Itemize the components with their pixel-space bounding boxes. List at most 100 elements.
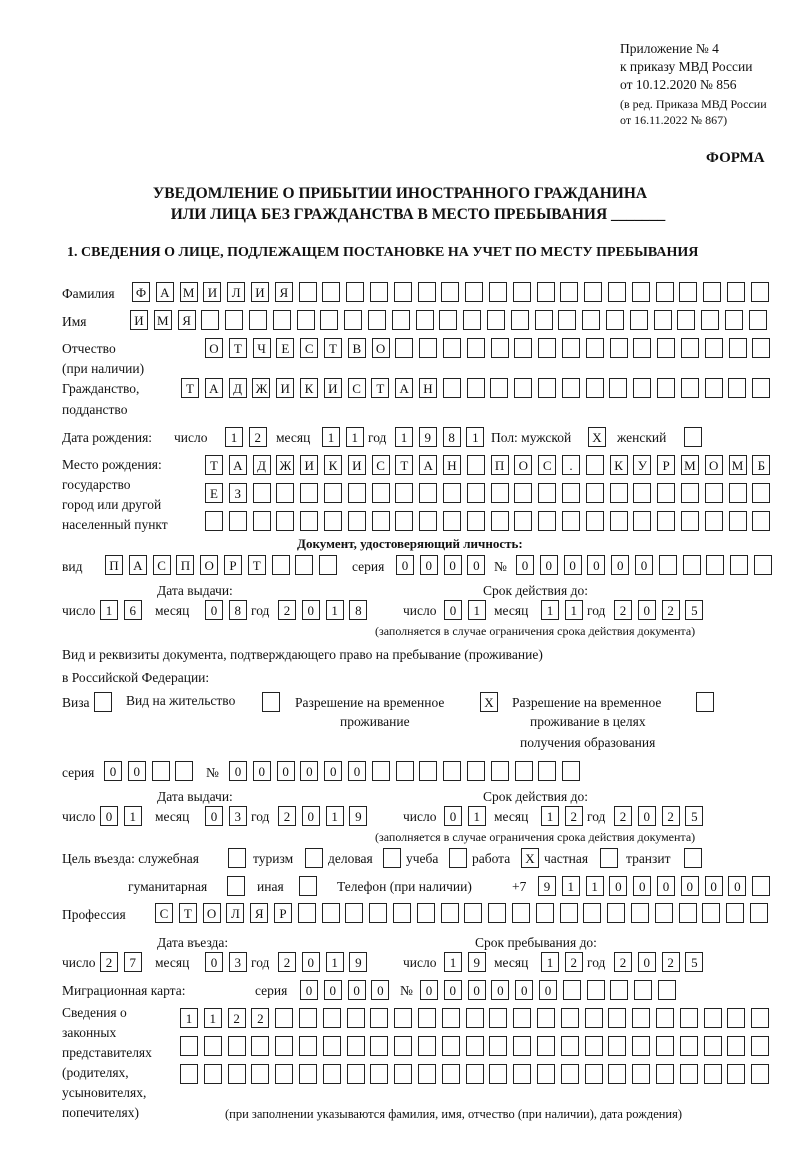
char-cell[interactable] (490, 483, 509, 503)
char-cell[interactable]: 0 (443, 980, 462, 1000)
char-cell[interactable] (175, 761, 194, 781)
char-cell[interactable] (534, 310, 553, 330)
char-cell[interactable] (419, 761, 438, 781)
char-cell[interactable]: 0 (656, 876, 675, 896)
char-cell[interactable]: А (395, 378, 414, 398)
char-cell[interactable] (465, 282, 484, 302)
char-cell[interactable] (749, 903, 768, 923)
char-cell[interactable] (369, 903, 388, 923)
char-cell[interactable] (536, 1008, 555, 1028)
char-cell[interactable]: Т (247, 555, 266, 575)
char-cell[interactable]: К (609, 455, 628, 475)
char-cell[interactable]: Т (181, 378, 199, 398)
char-cell[interactable] (298, 282, 317, 302)
char-cell[interactable] (701, 310, 720, 330)
char-cell[interactable] (680, 338, 699, 358)
char-cell[interactable]: 1 (345, 427, 364, 447)
char-cell[interactable]: П (176, 555, 195, 575)
char-cell[interactable] (466, 511, 485, 531)
char-cell[interactable]: 9 (349, 952, 368, 972)
char-cell[interactable] (465, 1064, 484, 1084)
char-cell[interactable] (383, 848, 401, 868)
char-cell[interactable] (321, 903, 340, 923)
char-cell[interactable] (608, 1064, 627, 1084)
char-cell[interactable] (538, 338, 557, 358)
char-cell[interactable] (632, 1008, 651, 1028)
char-cell[interactable]: С (155, 903, 173, 923)
char-cell[interactable]: Н (418, 378, 437, 398)
char-cell[interactable] (655, 1036, 674, 1056)
char-cell[interactable] (344, 310, 363, 330)
char-cell[interactable] (298, 1036, 317, 1056)
char-cell[interactable] (300, 511, 319, 531)
char-cell[interactable]: И (250, 282, 269, 302)
char-cell[interactable] (417, 1036, 436, 1056)
char-cell[interactable] (607, 903, 626, 923)
char-cell[interactable] (677, 310, 696, 330)
char-cell[interactable]: 6 (123, 600, 142, 620)
char-cell[interactable] (696, 692, 714, 712)
char-cell[interactable]: 0 (300, 761, 319, 781)
legal-reps-field[interactable] (180, 1064, 770, 1084)
char-cell[interactable]: А (419, 455, 438, 475)
char-cell[interactable]: З (228, 483, 247, 503)
char-cell[interactable] (727, 1008, 746, 1028)
char-cell[interactable]: О (371, 338, 390, 358)
char-cell[interactable] (466, 378, 485, 398)
char-cell[interactable]: 2 (661, 600, 680, 620)
char-cell[interactable]: 1 (203, 1008, 222, 1028)
char-cell[interactable] (465, 1008, 484, 1028)
char-cell[interactable]: М (728, 455, 747, 475)
char-cell[interactable] (275, 1064, 294, 1084)
char-cell[interactable]: 0 (491, 980, 510, 1000)
char-cell[interactable]: 0 (205, 952, 223, 972)
char-cell[interactable] (560, 1036, 579, 1056)
char-cell[interactable]: 0 (704, 876, 723, 896)
char-cell[interactable] (151, 761, 170, 781)
char-cell[interactable] (346, 282, 365, 302)
char-cell[interactable] (395, 511, 414, 531)
char-cell[interactable] (633, 511, 652, 531)
char-cell[interactable] (724, 310, 743, 330)
char-cell[interactable] (511, 903, 530, 923)
char-cell[interactable] (417, 1064, 436, 1084)
char-cell[interactable] (514, 378, 533, 398)
purpose-transit-checkbox[interactable] (684, 848, 702, 868)
char-cell[interactable] (704, 511, 723, 531)
char-cell[interactable] (323, 483, 342, 503)
char-cell[interactable] (727, 1064, 746, 1084)
char-cell[interactable]: Т (323, 338, 342, 358)
char-cell[interactable] (657, 511, 676, 531)
char-cell[interactable]: А (128, 555, 147, 575)
char-cell[interactable]: . (561, 455, 580, 475)
char-cell[interactable] (417, 282, 436, 302)
char-cell[interactable] (252, 511, 271, 531)
char-cell[interactable]: 2 (614, 952, 632, 972)
char-cell[interactable] (679, 1008, 698, 1028)
birthplace-field[interactable] (205, 511, 771, 531)
char-cell[interactable] (395, 483, 414, 503)
char-cell[interactable] (679, 282, 698, 302)
char-cell[interactable]: 0 (301, 952, 320, 972)
char-cell[interactable] (345, 903, 364, 923)
char-cell[interactable] (370, 1064, 389, 1084)
purpose-service-checkbox[interactable] (228, 848, 246, 868)
char-cell[interactable] (655, 1008, 674, 1028)
char-cell[interactable] (538, 511, 557, 531)
char-cell[interactable] (752, 338, 771, 358)
char-cell[interactable] (466, 455, 485, 475)
char-cell[interactable] (538, 483, 557, 503)
char-cell[interactable] (417, 1008, 436, 1028)
char-cell[interactable]: 1 (585, 876, 604, 896)
char-cell[interactable] (346, 1036, 365, 1056)
char-cell[interactable] (512, 282, 531, 302)
char-cell[interactable] (442, 483, 461, 503)
char-cell[interactable]: 2 (661, 952, 680, 972)
